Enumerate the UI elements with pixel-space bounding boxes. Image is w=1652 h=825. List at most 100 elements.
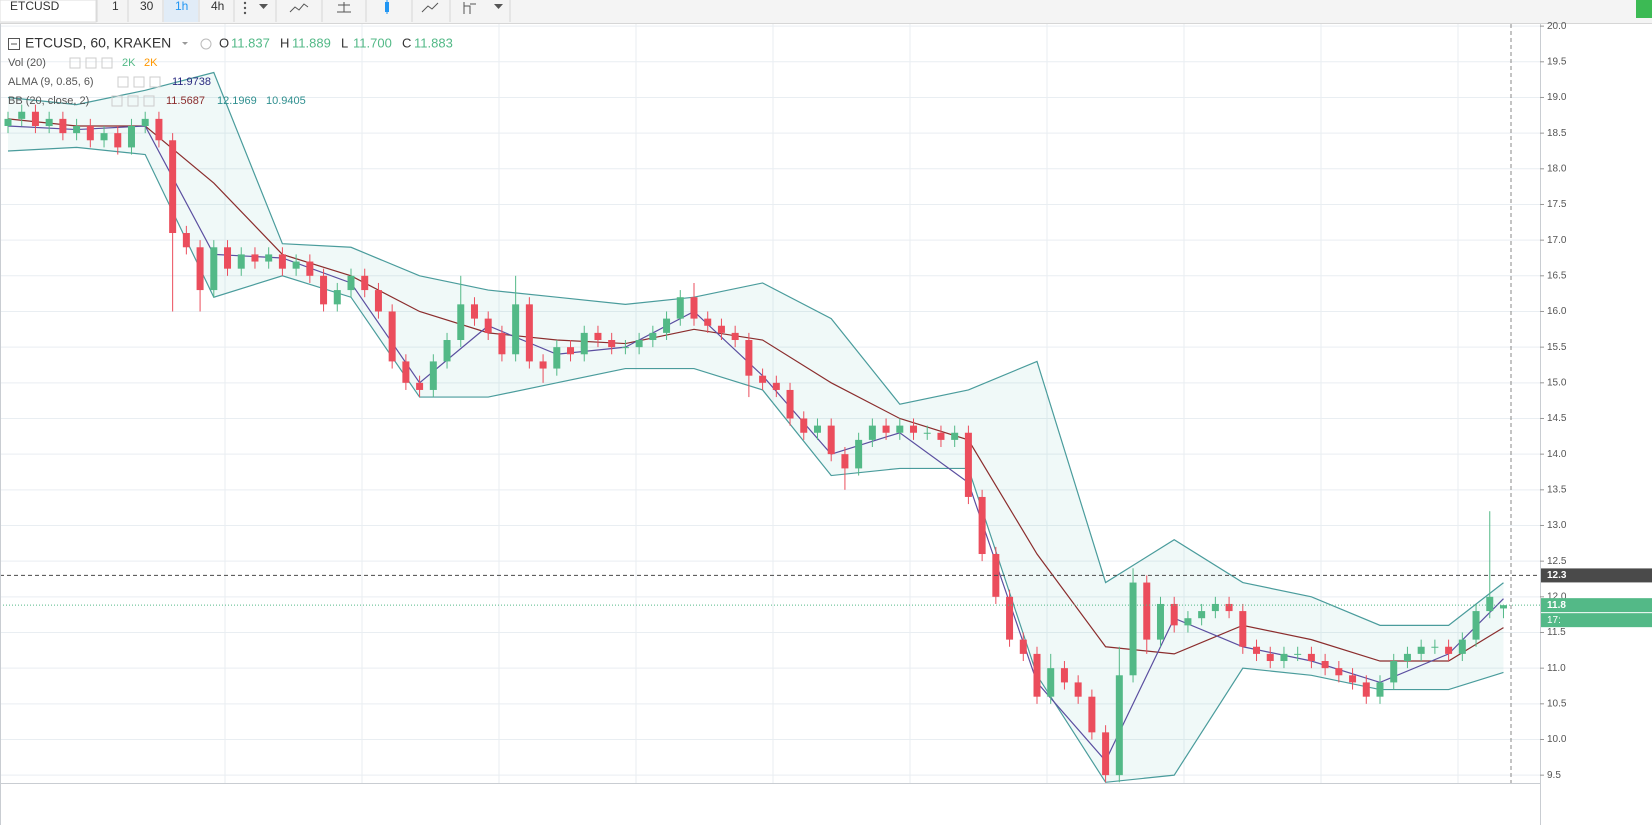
caret[interactable]: [182, 42, 188, 45]
y-tick-label: 19.0: [1547, 92, 1567, 103]
candle-body: [1307, 653, 1315, 662]
candle-body: [470, 304, 478, 319]
candle-body: [182, 233, 190, 248]
candle-body: [580, 332, 588, 355]
candle-body: [224, 247, 232, 269]
candle-body: [772, 382, 780, 390]
candle-body: [608, 340, 616, 348]
candle-body: [73, 126, 81, 134]
candle-body: [731, 332, 739, 341]
interval-button[interactable]: 1h: [175, 0, 188, 13]
candle-body: [498, 332, 506, 355]
candle-body: [1499, 605, 1507, 609]
price-tag: [1541, 568, 1652, 583]
vol-name: Vol (20): [8, 57, 46, 69]
y-tick-label: 12.5: [1547, 556, 1567, 567]
interval-button[interactable]: 1: [112, 0, 119, 13]
toolbar-icons[interactable]: [243, 0, 503, 15]
symbol[interactable]: ETCUSD: [10, 0, 60, 13]
candle-body: [1184, 618, 1192, 626]
collapse-icon[interactable]: [8, 38, 20, 50]
bb-value: 11.5687: [166, 95, 205, 107]
candle-body: [1088, 696, 1096, 733]
candle-body: [237, 254, 245, 269]
candle-body: [265, 254, 273, 262]
candle-body: [155, 118, 163, 141]
candle-body: [4, 118, 12, 127]
candle-body: [114, 133, 122, 148]
y-tick-label: 14.0: [1547, 449, 1567, 460]
candle-body: [196, 247, 204, 291]
top-right-button[interactable]: [1636, 0, 1652, 18]
band-fill: [8, 72, 1504, 783]
legend: ETCUSD, 60, KRAKEN Vol (20) 2K 2K ALMA (…: [8, 35, 453, 107]
interval-button[interactable]: 30: [140, 0, 154, 13]
y-tick-label: 16.0: [1547, 306, 1567, 317]
candle-body: [910, 425, 918, 433]
countdown-tag: [1541, 613, 1652, 628]
candle-body: [553, 347, 561, 369]
candle-body: [1129, 582, 1137, 676]
indicator-icons[interactable]: [69, 57, 161, 107]
candle-body: [1019, 639, 1027, 654]
candle-body: [745, 340, 753, 376]
candle-body: [320, 275, 328, 305]
price-tag: [1541, 598, 1652, 613]
candle-body: [1006, 596, 1014, 640]
candle-body: [292, 261, 300, 269]
candle-body: [1403, 653, 1411, 662]
ohlc-value: 11.700: [353, 35, 392, 50]
y-tick-label: 9.5: [1547, 770, 1561, 781]
bb-name: BB (20, close, 2): [8, 95, 89, 107]
candle-body: [676, 297, 684, 319]
candle-body: [45, 118, 53, 127]
candle-body: [841, 454, 849, 469]
candle-body: [31, 111, 39, 127]
candle-body: [416, 382, 424, 390]
candle-body: [1321, 661, 1329, 669]
candle-body: [525, 304, 533, 362]
candle-body: [1417, 646, 1425, 654]
candle-body: [512, 304, 520, 355]
candle-body: [1445, 646, 1453, 654]
symbol-box[interactable]: [0, 0, 97, 23]
ohlc-value: 11.837: [231, 35, 270, 50]
ohlc-value: 11.889: [292, 35, 331, 50]
y-tick-label: 10.5: [1547, 698, 1567, 709]
alma-name: ALMA (9, 0.85, 6): [8, 76, 94, 88]
candle-body: [1225, 603, 1233, 612]
candle-body: [786, 389, 794, 419]
candle-body: [1074, 682, 1082, 697]
y-tick-label: 17.0: [1547, 235, 1567, 246]
ohlc-key: O: [219, 35, 229, 50]
candle-body: [1390, 661, 1398, 683]
candle-body: [141, 118, 149, 127]
y-tick-label: 15.0: [1547, 377, 1567, 388]
candle-body: [567, 347, 575, 355]
vol-value: 2K: [122, 57, 136, 69]
candle-body: [759, 375, 767, 383]
interval-button[interactable]: 4h: [211, 0, 224, 13]
candle-body: [663, 318, 671, 333]
candle-body: [594, 332, 602, 341]
candle-body: [347, 275, 355, 291]
candle-body: [59, 118, 67, 134]
candle-body: [978, 496, 986, 555]
candle-body: [923, 432, 931, 434]
candle-body: [361, 275, 369, 291]
candle-body: [868, 425, 876, 440]
candle-body: [1143, 582, 1151, 640]
candle-body: [1170, 603, 1178, 626]
candle-body: [1115, 675, 1123, 776]
candle-body: [1047, 668, 1055, 697]
ohlc-key: C: [402, 35, 411, 50]
indicator-line: [7, 71, 1504, 626]
candle-body: [306, 261, 314, 276]
y-tick-label: 12.0: [1547, 591, 1567, 602]
candle-body: [1156, 603, 1164, 640]
eye-icon[interactable]: [200, 38, 212, 50]
candle-body: [100, 133, 108, 141]
plot: [0, 24, 1540, 783]
candle-body: [484, 318, 492, 333]
